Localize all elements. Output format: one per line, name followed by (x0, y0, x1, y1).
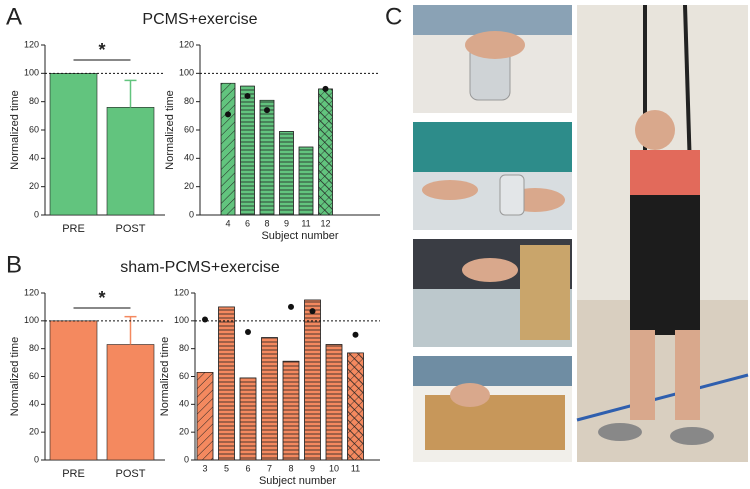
bar-hatch (304, 299, 321, 461)
y-tick-label: 100 (24, 68, 39, 78)
photo-pour (413, 122, 572, 230)
x-tick-label: 10 (329, 463, 339, 473)
x-tick-label: POST (116, 468, 146, 480)
x-tick-label: 9 (310, 463, 315, 473)
bar-hatch (347, 352, 364, 461)
bar-hatch (220, 82, 236, 216)
bar-hatch (218, 306, 235, 461)
y-tick-label: 60 (29, 371, 39, 381)
y-tick-label: 80 (29, 343, 39, 353)
y-tick-label: 40 (29, 399, 39, 409)
x-tick-label: 5 (224, 463, 229, 473)
bar (49, 73, 98, 216)
point (245, 328, 251, 335)
x-tick-label: 8 (288, 463, 293, 473)
x-tick-label: 6 (245, 463, 250, 473)
panel-letter: A (6, 3, 22, 30)
y-tick-label: 40 (29, 153, 39, 163)
y-tick-label: 120 (24, 39, 39, 49)
y-tick-label: 100 (174, 315, 189, 325)
y-tick-label: 0 (184, 454, 189, 464)
x-tick-label: 6 (245, 218, 250, 228)
x-axis-label: Subject number (261, 230, 338, 242)
y-tick-label: 20 (29, 181, 39, 191)
bar-hatch (298, 146, 314, 216)
x-tick-label: 11 (351, 463, 360, 473)
point (352, 331, 359, 338)
point (322, 85, 329, 92)
y-axis-label: Normalized time (159, 337, 171, 416)
y-axis-label: Normalized time (164, 90, 176, 169)
bar-hatch (325, 344, 343, 461)
point (264, 107, 270, 114)
point (244, 93, 251, 99)
y-tick-label: 20 (184, 181, 194, 191)
x-tick-label: 11 (301, 218, 310, 228)
bar-hatch (261, 337, 278, 461)
y-tick-label: 100 (24, 315, 39, 325)
x-tick-label: PRE (62, 468, 85, 480)
x-tick-label: 7 (267, 463, 272, 473)
x-tick-label: 4 (225, 218, 230, 228)
y-tick-label: 20 (179, 427, 189, 437)
y-tick-label: 60 (184, 124, 194, 134)
x-axis-label: Subject number (259, 475, 336, 487)
x-tick-label: POST (116, 223, 146, 235)
panel-letter: C (385, 3, 402, 30)
y-tick-label: 100 (179, 68, 194, 78)
point (288, 303, 294, 310)
y-tick-label: 80 (29, 96, 39, 106)
bar-hatch (318, 88, 333, 216)
bar (49, 320, 98, 461)
significance-label: * (98, 40, 105, 60)
x-tick-label: 9 (284, 218, 289, 228)
point (309, 308, 316, 315)
bar (106, 344, 155, 461)
y-tick-label: 20 (29, 427, 39, 437)
bar-hatch (240, 85, 255, 216)
point (202, 316, 208, 323)
y-tick-label: 120 (179, 39, 194, 49)
panel-letter: B (6, 251, 22, 278)
panel-title: sham-PCMS+exercise (120, 259, 280, 276)
bar-hatch (279, 131, 294, 216)
bar-hatch (282, 360, 300, 461)
y-tick-label: 120 (174, 287, 189, 297)
bar-hatch (196, 372, 214, 461)
photo-jar (413, 5, 572, 113)
y-tick-label: 120 (24, 287, 39, 297)
y-axis-label: Normalized time (9, 90, 21, 169)
bar-hatch (259, 99, 275, 216)
bar-hatch (239, 377, 257, 461)
y-tick-label: 60 (29, 124, 39, 134)
x-tick-label: 3 (202, 463, 207, 473)
y-tick-label: 0 (189, 209, 194, 219)
x-tick-label: 12 (320, 218, 330, 228)
y-tick-label: 60 (179, 371, 189, 381)
y-tick-label: 0 (34, 454, 39, 464)
y-tick-label: 40 (184, 153, 194, 163)
photo-harness (576, 4, 749, 462)
bar (106, 107, 155, 216)
y-tick-label: 80 (179, 343, 189, 353)
photo-bolt (413, 239, 572, 347)
y-tick-label: 80 (184, 96, 194, 106)
photo-pegboard (413, 356, 572, 462)
x-tick-label: PRE (62, 223, 85, 235)
x-tick-label: 8 (264, 218, 269, 228)
y-tick-label: 40 (179, 399, 189, 409)
significance-label: * (98, 288, 105, 308)
point (225, 111, 231, 118)
y-tick-label: 0 (34, 209, 39, 219)
panel-title: PCMS+exercise (142, 11, 257, 28)
y-axis-label: Normalized time (9, 337, 21, 416)
